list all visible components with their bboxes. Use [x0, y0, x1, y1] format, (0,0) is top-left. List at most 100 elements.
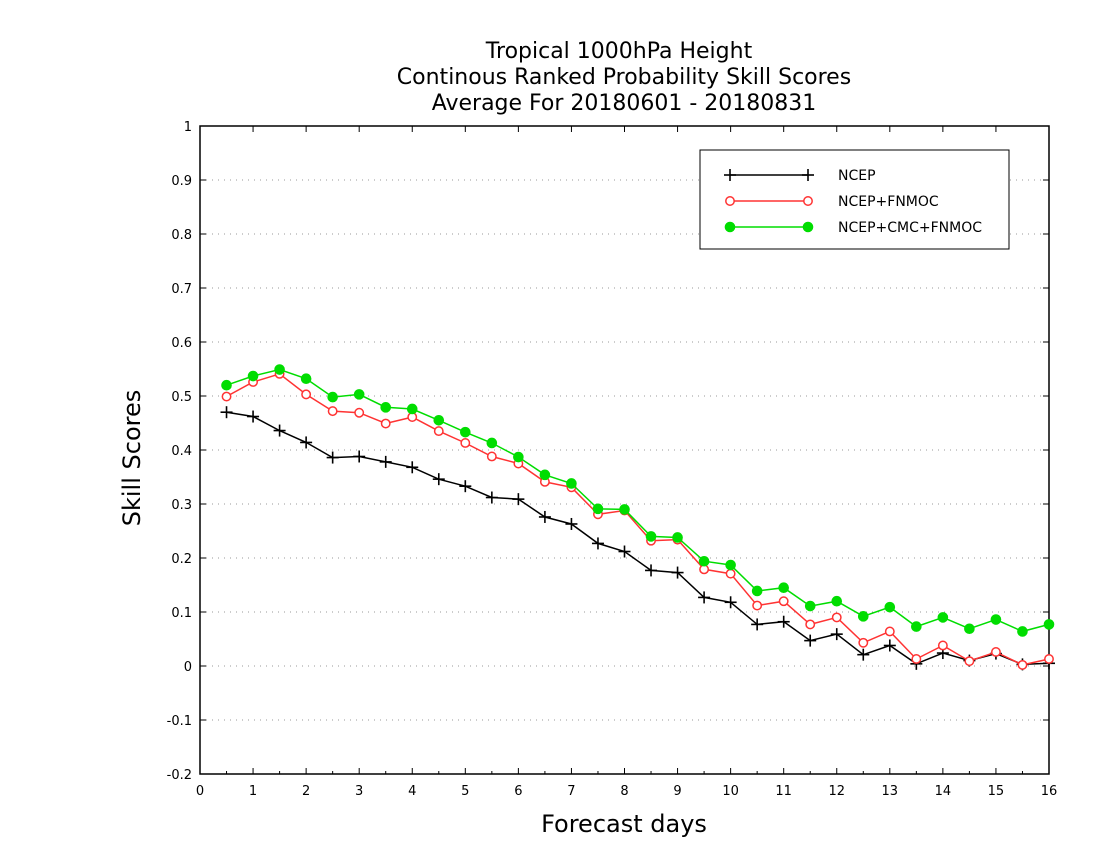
y-tick-label: 0.3: [171, 498, 192, 513]
legend-box: [699, 149, 1010, 250]
data-point: [619, 504, 630, 515]
data-point: [884, 601, 896, 613]
y-tick-label: -0.2: [167, 768, 192, 783]
data-point: [804, 600, 816, 612]
series-line: [226, 373, 1050, 666]
series-line: [226, 368, 1050, 633]
data-point: [220, 406, 233, 419]
data-point: [432, 473, 445, 486]
legend-marker-start: [725, 196, 735, 206]
legend-label: NCEP+FNMOC: [838, 194, 939, 210]
y-tick-label: 0.4: [171, 444, 192, 459]
data-point: [327, 406, 338, 417]
data-point: [724, 596, 737, 609]
x-tick-label: 1: [249, 784, 257, 799]
data-point: [1043, 619, 1055, 630]
data-point: [353, 450, 366, 463]
axis-ticks: -0.2-0.100.10.20.30.40.50.60.70.80.910 1 2…: [167, 120, 1058, 799]
y-tick-label: 0.2: [171, 552, 192, 567]
data-point: [273, 424, 286, 437]
data-point: [804, 634, 817, 647]
y-tick-label: 0: [184, 660, 192, 675]
grid-lines: [200, 179, 1049, 721]
data-point: [911, 654, 922, 664]
x-tick-label: 10: [722, 784, 739, 799]
legend-marker-end: [802, 221, 814, 233]
data-point: [1017, 626, 1028, 637]
data-point: [884, 626, 895, 637]
x-tick-label: 7: [567, 784, 575, 799]
data-point: [485, 491, 498, 504]
x-axis-label: Forecast days: [541, 810, 707, 838]
x-tick-label: 5: [461, 784, 469, 799]
series-line: [226, 411, 1050, 666]
chart-title-line-1: Tropical 1000hPa Height: [485, 39, 753, 64]
data-point: [221, 379, 232, 391]
data-point: [698, 591, 711, 604]
x-tick-label: 4: [408, 784, 416, 799]
data-point: [354, 407, 365, 418]
data-point: [460, 438, 471, 448]
y-axis-label: Skill Scores: [118, 390, 146, 527]
data-point: [566, 478, 577, 489]
legend-entry: NCEP+FNMOC: [725, 194, 939, 210]
data-point: [406, 403, 418, 415]
x-tick-label: 9: [673, 784, 681, 799]
data-point: [618, 545, 631, 558]
data-point: [459, 480, 472, 493]
series-2: [221, 364, 1055, 637]
legend-entry: NCEP: [724, 168, 876, 184]
data-point: [538, 510, 551, 523]
data-point: [698, 555, 710, 567]
x-tick-label: 3: [355, 784, 363, 799]
data-point: [751, 585, 763, 597]
y-tick-label: 0.6: [171, 336, 192, 351]
data-point: [512, 493, 525, 506]
x-tick-label: 16: [1041, 784, 1058, 799]
legend-marker-start: [724, 169, 736, 181]
legend-entries: NCEP NCEP+FNMOC NCEP+CMC+FNMOC: [724, 168, 982, 236]
data-point: [831, 595, 843, 607]
data-point: [1017, 659, 1028, 670]
x-tick-label: 12: [828, 784, 845, 799]
data-point: [380, 418, 391, 429]
data-point: [353, 389, 365, 400]
data-point: [274, 364, 285, 375]
y-tick-label: 0.9: [171, 174, 192, 189]
data-point: [513, 451, 524, 463]
data-point: [433, 426, 444, 437]
data-point: [221, 391, 232, 402]
data-point: [778, 582, 789, 594]
data-point: [777, 615, 790, 628]
data-point: [300, 436, 313, 449]
legend-label: NCEP: [838, 168, 876, 184]
series-0: [220, 406, 1055, 671]
data-point: [725, 568, 736, 579]
data-point: [300, 373, 312, 385]
data-point: [406, 461, 419, 474]
legend: NCEP NCEP+FNMOC NCEP+CMC+FNMOC: [699, 149, 1010, 250]
data-point: [645, 531, 657, 542]
data-point: [857, 611, 869, 622]
y-tick-label: 0.1: [171, 606, 192, 621]
data-point: [592, 503, 604, 515]
x-tick-label: 14: [935, 784, 952, 799]
legend-marker-start: [724, 221, 736, 233]
data-point: [1044, 654, 1054, 664]
data-point: [857, 648, 870, 661]
x-tick-label: 6: [514, 784, 522, 799]
x-tick-label: 15: [988, 784, 1005, 799]
data-point: [990, 614, 1002, 625]
y-tick-label: 0.8: [171, 228, 192, 243]
x-tick-label: 0: [196, 784, 204, 799]
y-tick-label: 0.7: [171, 282, 192, 297]
chart-title: Tropical 1000hPa Height Continous Ranked…: [397, 39, 851, 116]
data-point: [937, 612, 949, 623]
data-point: [990, 647, 1001, 657]
data-point: [247, 410, 260, 423]
legend-label: NCEP+CMC+FNMOC: [838, 220, 982, 236]
data-series: [220, 364, 1055, 671]
data-point: [379, 455, 392, 468]
data-point: [858, 637, 869, 648]
